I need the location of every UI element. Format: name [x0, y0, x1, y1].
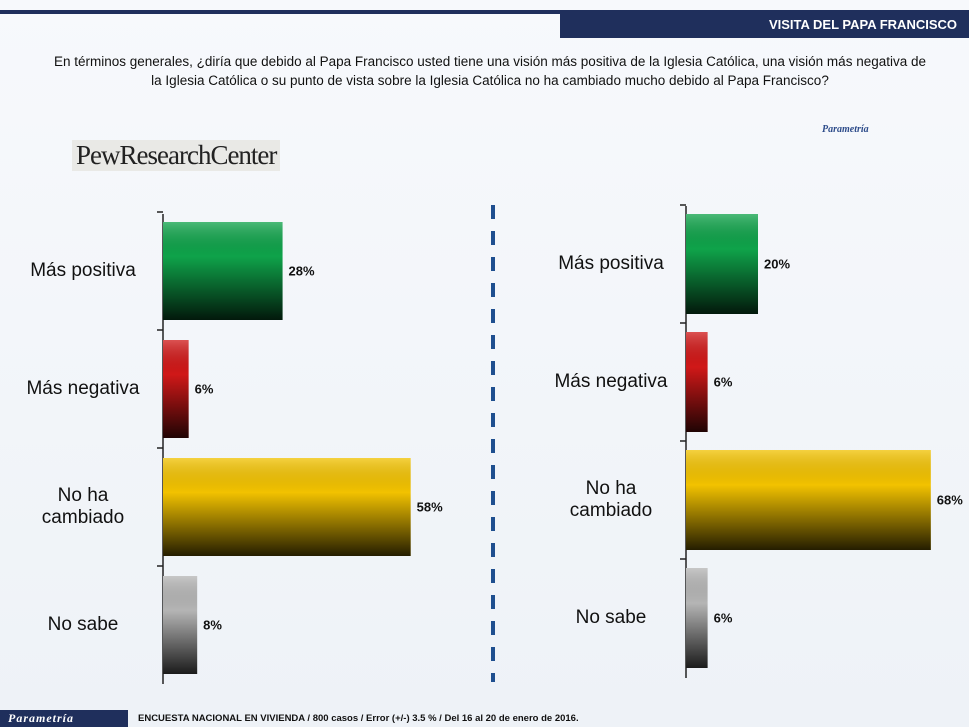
category-label: Más positiva	[30, 260, 136, 281]
category-label: No ha cambiado	[569, 478, 653, 521]
question: En términos generales, ¿diría que debido…	[54, 54, 926, 88]
value-label: 20%	[764, 256, 791, 272]
bar-shade	[163, 222, 283, 320]
bar-shade	[163, 458, 411, 556]
header-band	[0, 10, 969, 14]
header-title: VISITA DEL PAPA FRANCISCO	[768, 17, 957, 32]
footer-brand: Parametría	[8, 711, 74, 725]
category-label: No ha cambiado	[41, 485, 125, 528]
footer-note: ENCUESTA NACIONAL EN VIVIENDA / 800 caso…	[138, 713, 579, 724]
bar-shade	[686, 332, 708, 432]
category-label: No sabe	[47, 614, 119, 635]
value-label: 6%	[713, 374, 733, 390]
value-label: 28%	[288, 263, 315, 279]
value-label: 58%	[416, 499, 443, 515]
category-label: Más negativa	[554, 371, 668, 392]
pew-logo: PewResearchCenter	[72, 140, 281, 171]
bar-shade	[686, 214, 758, 314]
value-label: 8%	[203, 617, 222, 633]
footer-box	[0, 710, 128, 727]
category-label: Más positiva	[558, 253, 664, 274]
header-box	[560, 14, 969, 38]
bar-shade	[686, 450, 931, 550]
value-label: 6%	[713, 610, 733, 626]
category-label: Más negativa	[26, 378, 140, 399]
bar-shade	[163, 340, 189, 438]
value-label: 68%	[936, 492, 963, 508]
value-label: 6%	[194, 381, 214, 397]
bar-shade	[163, 576, 198, 674]
parametria-logo: Parametría	[822, 124, 869, 135]
category-label: No sabe	[575, 607, 647, 628]
bar-shade	[686, 568, 708, 668]
